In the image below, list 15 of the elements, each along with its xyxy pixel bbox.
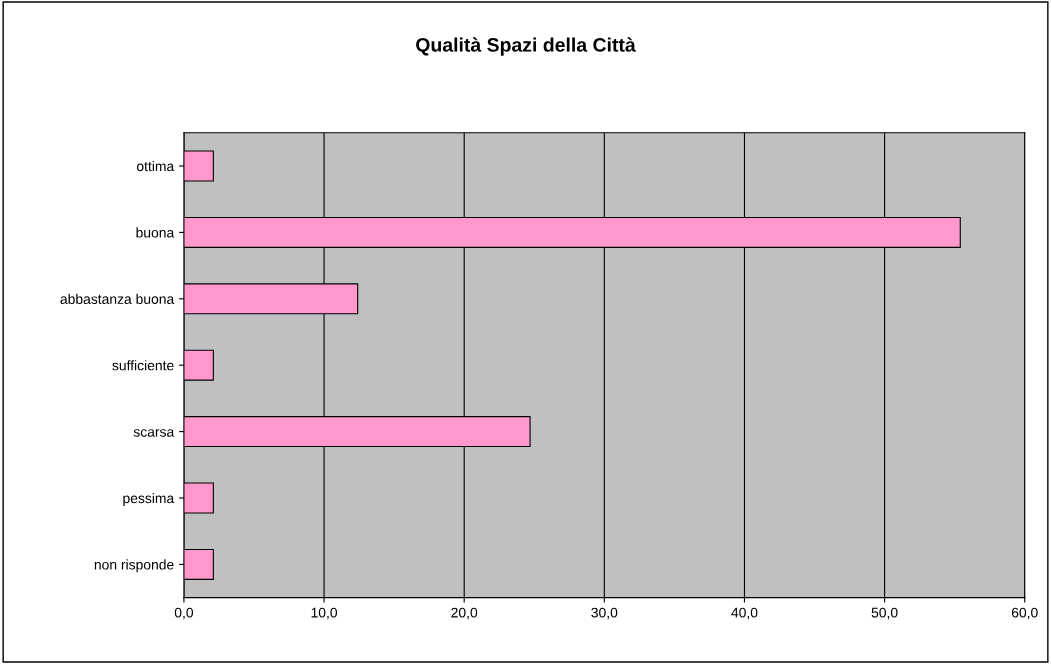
y-tick-label: ottima (136, 160, 175, 172)
x-tick-label: 10,0 (311, 607, 338, 620)
x-tick-label: 0,0 (174, 607, 194, 620)
y-tick-label: sufficiente (112, 360, 174, 371)
x-tick-label: 50,0 (871, 607, 898, 620)
y-tick-label: pessima (123, 492, 175, 506)
y-tick-label: non risponde (94, 559, 174, 573)
x-tick-label: 60,0 (1011, 607, 1038, 620)
x-tick-label: 30,0 (591, 607, 618, 620)
chart-title: Qualità Spazi della Città (416, 37, 636, 56)
x-tick-label: 20,0 (451, 607, 478, 620)
x-tick-label: 40,0 (731, 607, 758, 620)
y-tick-label: scarsa (133, 429, 175, 437)
y-tick-label: buona (136, 227, 175, 238)
y-tick-label: abbastanza buona (60, 293, 175, 304)
